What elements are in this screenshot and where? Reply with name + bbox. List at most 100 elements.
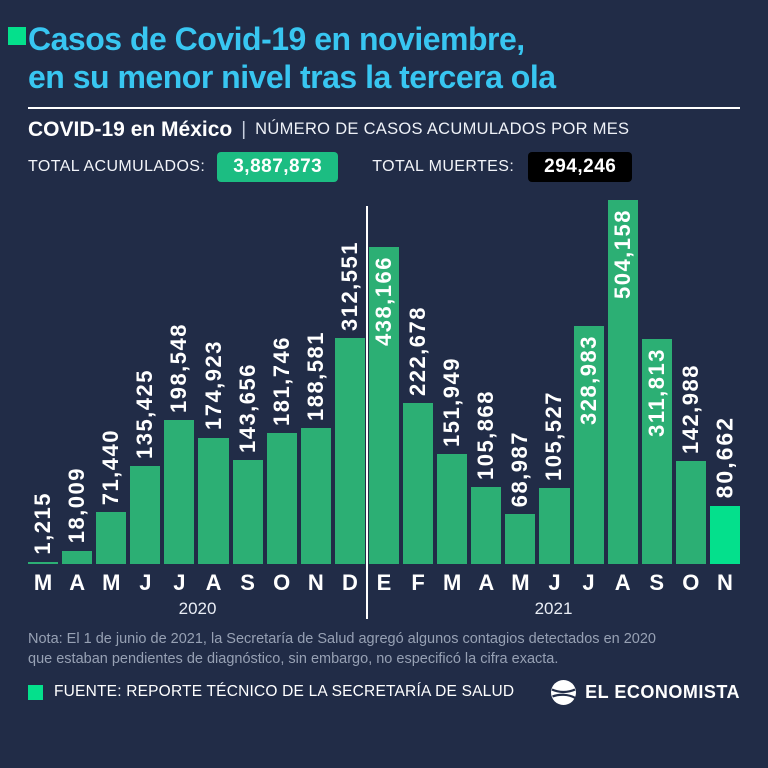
bar-value-label: 438,166 (370, 256, 396, 347)
x-axis-label: J (548, 569, 561, 595)
x-axis-label: S (240, 569, 255, 595)
x-axis-label: A (205, 569, 222, 595)
x-axis-label: J (582, 569, 595, 595)
bar-column: 143,656 (232, 192, 263, 564)
bar (198, 437, 229, 564)
year-label: 2020 (178, 598, 217, 618)
x-axis-label: J (173, 569, 186, 595)
bar-column: 71,440 (96, 192, 127, 564)
bar-value-label: 504,158 (609, 208, 635, 299)
years-row: 2020 2021 (28, 599, 740, 619)
bar-value-label: 68,987 (507, 430, 533, 507)
bar (164, 420, 195, 564)
bar-value-label: 174,923 (200, 340, 226, 431)
bar-column: 135,425 (130, 192, 161, 564)
footnote: Nota: El 1 de junio de 2021, la Secretar… (28, 629, 740, 670)
source-block: FUENTE: REPORTE TÉCNICO DE LA SECRETARÍA… (28, 683, 514, 701)
bar (368, 247, 400, 564)
bar-value-label: 135,425 (132, 368, 158, 460)
x-axis-label: N (307, 569, 324, 595)
x-axis-label: S (649, 569, 665, 595)
bar (62, 550, 93, 564)
year-divider (366, 205, 369, 619)
bar (505, 513, 536, 564)
brand-name: EL ECONOMISTA (585, 681, 740, 702)
bar-column: 80,662 (709, 192, 740, 564)
bar-value-label: 311,813 (643, 347, 669, 437)
bar-column: 105,527 (539, 192, 570, 564)
page-title: Casos de Covid-19 en noviembre, en su me… (28, 20, 740, 97)
bar-column: 105,868 (471, 192, 502, 564)
bar (130, 466, 161, 564)
total-accumulated-badge: 3,887,873 (217, 151, 339, 182)
footnote-line2: que estaban pendientes de diagnóstico, s… (28, 651, 559, 668)
subtitle-bold: COVID-19 en México (28, 117, 233, 141)
x-axis-label: O (273, 569, 291, 595)
bar (28, 561, 59, 564)
bar-value-label: 143,656 (234, 363, 260, 454)
subtitle-description: NÚMERO DE CASOS ACUMULADOS POR MES (255, 120, 630, 139)
bar-column: 438,166 (368, 192, 400, 564)
bar-value-label: 312,551 (336, 241, 362, 332)
x-axis-label: F (411, 569, 425, 595)
bar (266, 432, 297, 564)
source-text: FUENTE: REPORTE TÉCNICO DE LA SECRETARÍA… (54, 683, 515, 701)
bar-column: 188,581 (300, 192, 331, 564)
x-axis-label: J (139, 569, 152, 595)
totals-bar: TOTAL ACUMULADOS: 3,887,873 TOTAL MUERTE… (28, 151, 740, 182)
footer: FUENTE: REPORTE TÉCNICO DE LA SECRETARÍA… (28, 679, 740, 706)
bar-column: 181,746 (266, 192, 297, 564)
total-deaths-label: TOTAL MUERTES: (372, 157, 515, 175)
bar-value-label: 151,949 (439, 357, 465, 448)
bar (675, 460, 706, 564)
x-axis-label: M (33, 569, 53, 595)
bar-value-label: 222,678 (405, 305, 431, 397)
bar (334, 338, 365, 564)
bar-column: 311,813 (641, 192, 672, 564)
bar-column: 222,678 (403, 192, 434, 564)
x-axis-label: E (376, 569, 392, 595)
x-axis-label: D (341, 569, 358, 595)
footnote-line1: Nota: El 1 de junio de 2021, la Secretar… (28, 630, 656, 647)
total-deaths-badge: 294,246 (528, 151, 633, 182)
bar (539, 487, 570, 564)
cases-bar-chart: 1,215 18,009 71,440 135,425 198,548 174,923 14… (28, 192, 740, 619)
bar-column: 504,158 (607, 192, 638, 564)
x-axis-label: N (716, 569, 733, 595)
x-axis-label: M (511, 569, 530, 595)
bar-column: 174,923 (198, 192, 229, 564)
bar-value-label: 1,215 (30, 492, 56, 555)
title-accent-square (8, 27, 26, 45)
bar (709, 505, 740, 564)
x-axis-label: A (69, 569, 86, 595)
bar-column: 142,988 (675, 192, 706, 564)
bar (232, 460, 263, 564)
bar-value-label: 188,581 (302, 330, 328, 421)
source-accent-square (28, 684, 43, 700)
bar-column: 151,949 (437, 192, 468, 564)
bar-value-label: 198,548 (166, 323, 192, 414)
bar (437, 454, 468, 564)
bar (471, 487, 502, 564)
x-axis-label: A (478, 569, 495, 595)
bar-column: 328,983 (573, 192, 604, 564)
bar (403, 403, 434, 564)
page-title-line2: en su menor nivel tras la tercera ola (28, 59, 556, 96)
x-axis-label: M (102, 569, 121, 595)
subtitle-separator: | (241, 118, 247, 140)
bar (607, 199, 638, 564)
total-accumulated-label: TOTAL ACUMULADOS: (28, 157, 206, 175)
bar-value-label: 181,746 (268, 335, 294, 426)
x-axis-label: O (682, 569, 700, 595)
page-title-line1: Casos de Covid-19 en noviembre, (28, 21, 525, 57)
bar-value-label: 18,009 (64, 467, 90, 544)
bar-column: 18,009 (62, 192, 93, 564)
year-label: 2021 (534, 598, 573, 618)
brand-block: EL ECONOMISTA (550, 679, 740, 706)
bar-value-label: 105,527 (541, 390, 567, 481)
el-economista-logo-icon (551, 679, 577, 705)
bar-column: 312,551 (334, 192, 365, 564)
x-axis-label: A (614, 569, 631, 595)
